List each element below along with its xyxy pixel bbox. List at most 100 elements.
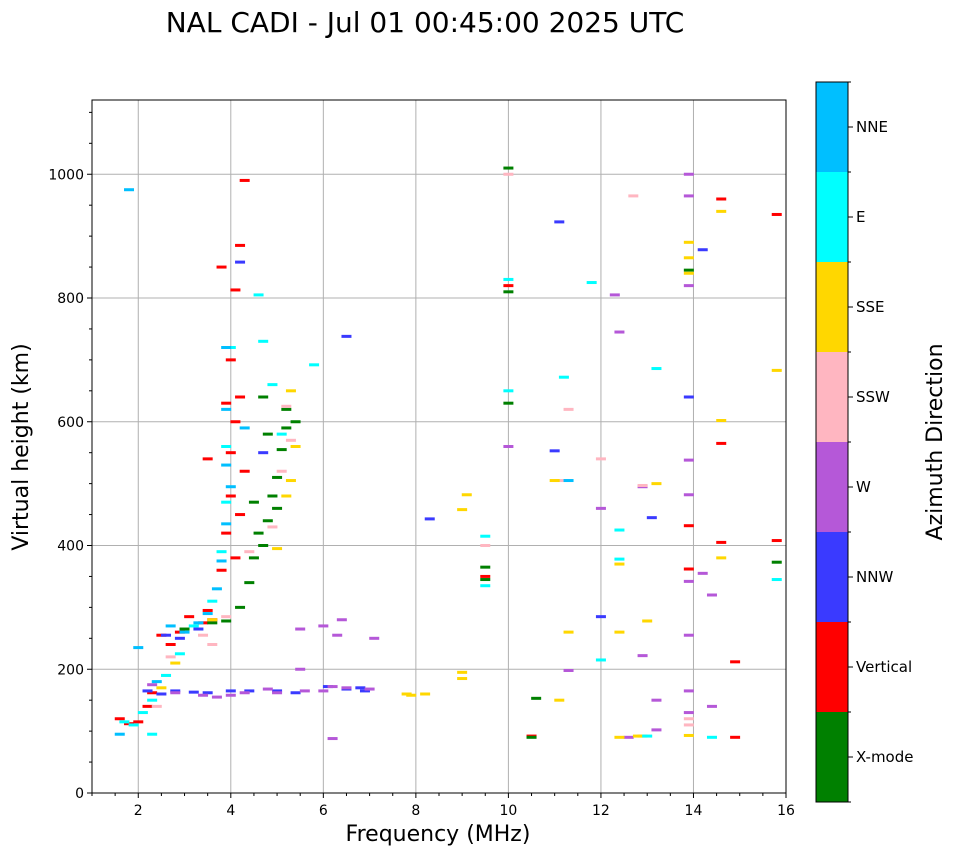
data-point-x-mode — [771, 560, 782, 564]
data-point-sse — [651, 482, 662, 486]
data-point-nne — [221, 346, 232, 349]
data-point-nne — [211, 587, 222, 591]
data-point-x-mode — [258, 395, 269, 399]
data-point-w — [299, 689, 310, 693]
data-point-nnw — [424, 517, 435, 521]
data-point-sse — [614, 735, 625, 739]
data-point-nne — [221, 463, 232, 467]
data-point-sse — [285, 389, 296, 393]
data-point-e — [128, 723, 139, 727]
data-point-ssw — [221, 615, 232, 619]
data-point-sse — [642, 619, 653, 623]
data-point-w — [651, 728, 662, 732]
data-point-vertical — [221, 531, 232, 535]
data-point-nnw — [235, 260, 246, 264]
data-point-w — [637, 654, 648, 658]
data-point-x-mode — [480, 565, 491, 569]
data-point-vertical — [235, 513, 246, 517]
y-tick-label: 800 — [57, 291, 84, 307]
data-point-nne — [133, 646, 144, 650]
data-point-x-mode — [248, 556, 259, 560]
data-point-ssw — [207, 643, 218, 646]
data-point-e — [503, 277, 514, 281]
data-point-x-mode — [253, 531, 264, 535]
data-point-nnw — [595, 615, 606, 619]
y-tick-label: 200 — [57, 662, 84, 678]
data-point-e — [771, 578, 782, 582]
data-point-e — [503, 389, 514, 393]
data-point-nne — [202, 612, 213, 616]
data-point-vertical — [503, 284, 514, 288]
data-point-e — [267, 383, 278, 387]
data-point-e — [188, 624, 199, 628]
data-point-sse — [401, 692, 412, 696]
data-point-nne — [165, 624, 176, 628]
data-point-vertical — [239, 469, 250, 473]
data-point-nne — [151, 680, 162, 684]
data-point-sse — [290, 445, 301, 448]
data-point-x-mode — [262, 519, 273, 523]
data-point-w — [697, 571, 708, 575]
data-point-x-mode — [503, 401, 514, 405]
data-point-vertical — [142, 704, 153, 708]
data-point-x-mode — [531, 696, 542, 700]
data-point-e — [258, 339, 269, 343]
data-point-vertical — [114, 717, 125, 721]
data-point-e — [216, 550, 227, 554]
data-point-nne — [193, 621, 204, 625]
data-point-w — [706, 704, 717, 708]
data-point-nne — [221, 407, 232, 411]
data-point-nnw — [156, 692, 167, 696]
colorbar-label: NNE — [856, 118, 888, 136]
data-point-w — [239, 691, 250, 695]
data-point-sse — [614, 630, 625, 634]
data-point-vertical — [202, 608, 213, 612]
data-point-nnw — [646, 516, 657, 520]
data-point-w — [683, 579, 694, 583]
data-point-nne — [563, 479, 574, 483]
data-point-w — [706, 593, 717, 597]
data-point-w — [295, 627, 306, 631]
data-point-ssw — [637, 483, 648, 487]
data-point-x-mode — [281, 407, 292, 411]
data-point-w — [651, 698, 662, 702]
data-point-sse — [420, 692, 431, 696]
data-point-nnw — [359, 689, 370, 693]
y-axis-label: Virtual height (km) — [9, 343, 34, 550]
data-point-e — [586, 281, 597, 285]
data-point-vertical — [239, 178, 250, 182]
data-point-e — [221, 500, 232, 504]
chart-title: NAL CADI - Jul 01 00:45:00 2025 UTC — [166, 6, 685, 39]
data-point-sse — [285, 479, 296, 483]
data-point-x-mode — [221, 619, 232, 623]
data-point-e — [614, 557, 625, 561]
colorbar-segment — [816, 262, 848, 352]
data-point-vertical — [771, 212, 782, 216]
x-tick-label: 2 — [134, 803, 143, 819]
data-point-w — [262, 687, 273, 691]
data-point-vertical — [716, 197, 727, 201]
data-point-vertical — [683, 524, 694, 528]
colorbar: X-mode Vertical NNW W SSW SSE E NNE — [815, 81, 913, 803]
data-points — [114, 166, 782, 741]
data-point-x-mode — [244, 581, 255, 585]
data-point-ssw — [628, 194, 639, 198]
data-point-ssw — [563, 407, 574, 411]
data-point-sse — [716, 419, 727, 423]
data-point-vertical — [147, 691, 158, 695]
data-point-sse — [683, 256, 694, 260]
colorbar-label: E — [856, 208, 865, 226]
data-point-sse — [771, 368, 782, 372]
data-point-w — [683, 493, 694, 497]
data-point-w — [683, 711, 694, 715]
data-point-w — [364, 687, 375, 691]
data-point-vertical — [184, 615, 195, 619]
data-point-ssw — [151, 704, 162, 708]
colorbar-label: SSE — [856, 298, 885, 316]
data-point-x-mode — [179, 627, 190, 631]
data-point-e — [309, 363, 320, 367]
y-tick-label: 600 — [57, 415, 84, 431]
data-point-w — [225, 693, 236, 697]
data-point-w — [595, 506, 606, 510]
